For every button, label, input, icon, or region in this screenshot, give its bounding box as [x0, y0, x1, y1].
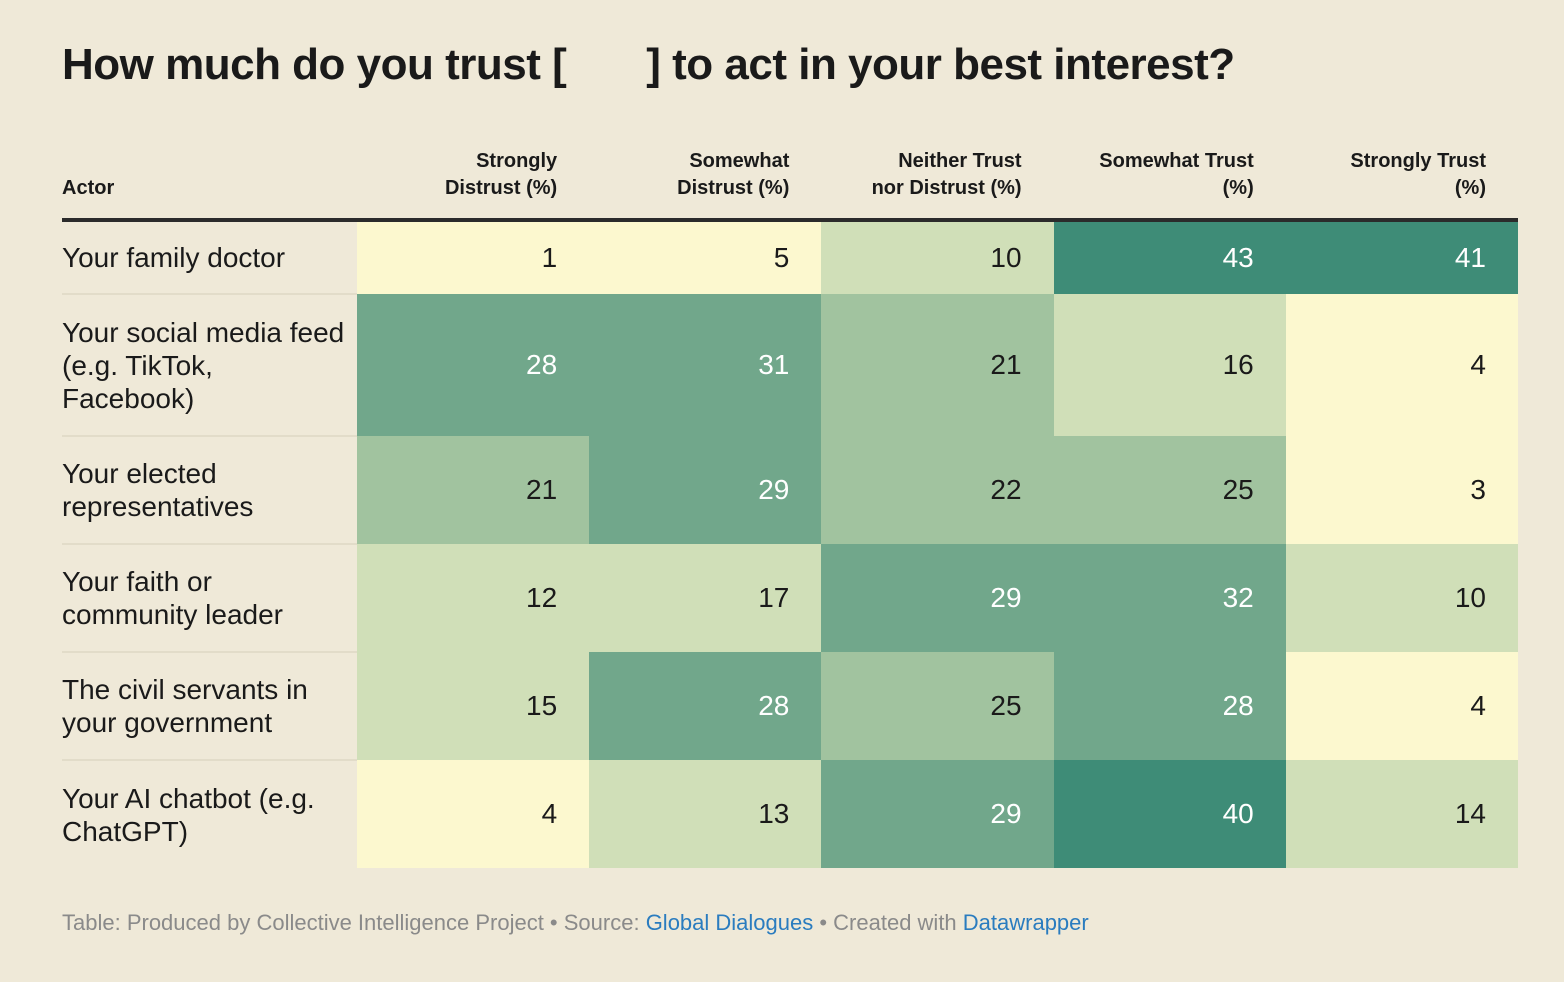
column-header-somewhat-distrust: Somewhat Distrust (%) — [589, 142, 822, 222]
column-header-line1: Strongly Trust — [1350, 150, 1486, 172]
column-header-strongly-distrust: Strongly Distrust (%) — [357, 142, 590, 222]
actor-cell: Your family doctor — [62, 220, 357, 295]
value-cell: 10 — [821, 220, 1054, 294]
column-header-line2: nor Distrust (%) — [871, 177, 1022, 199]
value-cell: 4 — [357, 760, 590, 868]
column-header-line1: Somewhat Trust — [1099, 150, 1254, 172]
column-header-actor: Actor — [62, 142, 357, 222]
table-row: Your family doctor 1 5 10 43 41 — [62, 220, 1518, 295]
table-row: Your elected representatives 21 29 22 25 3 — [62, 436, 1518, 545]
header-row: Actor Strongly Distrust (%) Somewhat Distr… — [62, 142, 1518, 222]
value-cell: 28 — [357, 294, 590, 436]
chart-title: How much do you trust [ ] to act in your … — [62, 40, 1235, 90]
table-body: Your family doctor 1 5 10 43 41 Your social me… — [62, 220, 1518, 868]
column-header-somewhat-trust: Somewhat Trust (%) — [1053, 142, 1286, 222]
column-header-line2: Distrust (%) — [677, 177, 790, 199]
value-cell: 1 — [357, 220, 590, 294]
value-cell: 14 — [1285, 760, 1518, 868]
value-cell: 5 — [589, 220, 822, 294]
title-part-1: How much do you trust [ — [62, 40, 567, 89]
value-cell: 41 — [1285, 220, 1518, 294]
value-cell: 29 — [821, 544, 1054, 652]
value-cell: 28 — [1053, 652, 1286, 760]
trust-table: Actor Strongly Distrust (%) Somewhat Distr… — [62, 142, 1518, 868]
table-row: Your social media feed (e.g. TikTok, Fac… — [62, 294, 1518, 437]
footer-credit: Table: Produced by Collective Intelligen… — [62, 910, 646, 935]
actor-cell: Your faith or community leader — [62, 544, 357, 653]
column-header-strongly-trust: Strongly Trust (%) — [1285, 142, 1518, 222]
value-cell: 22 — [821, 436, 1054, 544]
value-cell: 25 — [821, 652, 1054, 760]
value-cell: 10 — [1285, 544, 1518, 652]
table-row: Your AI chatbot (e.g. ChatGPT) 4 13 29 40 14 — [62, 760, 1518, 868]
value-cell: 21 — [357, 436, 590, 544]
column-header-line2: (%) — [1222, 177, 1254, 199]
value-cell: 15 — [357, 652, 590, 760]
datawrapper-link[interactable]: Datawrapper — [962, 910, 1089, 935]
table-row: Your faith or community leader 12 17 29 32 10 — [62, 544, 1518, 653]
column-header-line1: Strongly — [476, 150, 558, 172]
column-header-line1: Neither Trust — [898, 150, 1022, 172]
value-cell: 29 — [589, 436, 822, 544]
value-cell: 31 — [589, 294, 822, 436]
value-cell: 40 — [1053, 760, 1286, 868]
value-cell: 13 — [589, 760, 822, 868]
column-header-line1: Somewhat — [689, 150, 790, 172]
source-link[interactable]: Global Dialogues — [645, 910, 814, 935]
value-cell: 21 — [821, 294, 1054, 436]
chart-footer: Table: Produced by Collective Intelligen… — [62, 910, 1089, 936]
value-cell: 32 — [1053, 544, 1286, 652]
column-header-line2: (%) — [1454, 177, 1486, 199]
column-header-neither: Neither Trust nor Distrust (%) — [821, 142, 1054, 222]
column-header-line2: Distrust (%) — [444, 177, 558, 199]
actor-cell: Your AI chatbot (e.g. ChatGPT) — [62, 782, 315, 847]
value-cell: 17 — [589, 544, 822, 652]
value-cell: 43 — [1053, 220, 1286, 294]
value-cell: 12 — [357, 544, 590, 652]
actor-cell: The civil servants in your government — [62, 652, 357, 761]
value-cell: 29 — [821, 760, 1054, 868]
title-part-2: ] to act in your best interest? — [646, 40, 1235, 89]
value-cell: 3 — [1285, 436, 1518, 544]
value-cell: 16 — [1053, 294, 1286, 436]
actor-cell: Your elected representatives — [62, 436, 357, 545]
table-row: The civil servants in your government 15 2… — [62, 652, 1518, 761]
value-cell: 25 — [1053, 436, 1286, 544]
column-header-label: Actor — [62, 177, 115, 199]
footer-middle: • Created with — [813, 910, 963, 935]
actor-cell: Your social media feed (e.g. TikTok, Fac… — [62, 294, 357, 437]
value-cell: 4 — [1285, 294, 1518, 436]
value-cell: 28 — [589, 652, 822, 760]
value-cell: 4 — [1285, 652, 1518, 760]
